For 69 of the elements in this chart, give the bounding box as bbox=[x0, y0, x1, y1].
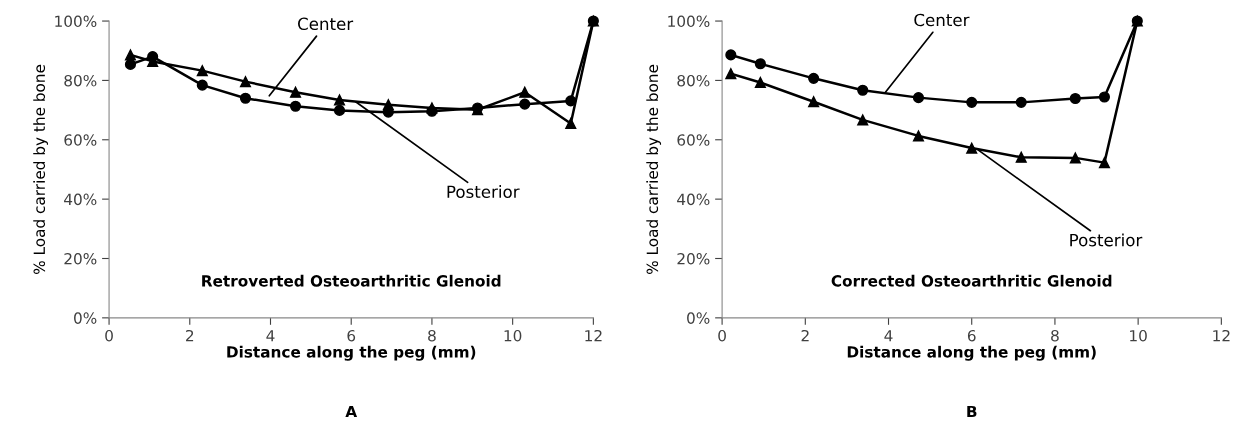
y-tick-label: 80% bbox=[64, 74, 97, 87]
x-tick-label: 8 bbox=[428, 329, 436, 342]
text: B bbox=[967, 405, 977, 418]
x-axis-title: Distance along the peg (mm) bbox=[227, 345, 476, 361]
point bbox=[519, 98, 531, 110]
point bbox=[725, 68, 737, 80]
annotation: Posterior bbox=[447, 185, 520, 199]
point bbox=[912, 130, 925, 142]
x-tick-label: 0 bbox=[105, 329, 113, 342]
x-tick-label: 6 bbox=[347, 329, 356, 342]
x-tick-label: 12 bbox=[1213, 329, 1230, 342]
x-tick-label: 2 bbox=[186, 329, 194, 342]
point bbox=[519, 86, 531, 98]
annotation: Posterior bbox=[1070, 233, 1143, 247]
point bbox=[808, 96, 820, 108]
x-axis-title: Distance along the peg (mm) bbox=[847, 345, 1096, 361]
y-tick-label: 20% bbox=[677, 252, 710, 265]
y-tick-label: 100% bbox=[668, 15, 710, 28]
x-tick-label: 2 bbox=[801, 329, 809, 342]
y-tick-label: 40% bbox=[677, 193, 710, 206]
point bbox=[1069, 152, 1081, 164]
point bbox=[382, 99, 394, 111]
point bbox=[1015, 96, 1027, 108]
y-tick-label: 80% bbox=[677, 74, 710, 87]
y-tick-label: 40% bbox=[64, 193, 97, 206]
point bbox=[333, 94, 346, 106]
point bbox=[1098, 91, 1110, 103]
point bbox=[196, 65, 208, 77]
point bbox=[1069, 92, 1081, 105]
point bbox=[1098, 157, 1110, 169]
annotation: Center bbox=[914, 13, 970, 27]
point bbox=[725, 49, 737, 61]
point bbox=[239, 76, 252, 88]
point bbox=[239, 92, 252, 104]
y-tick-label: 20% bbox=[64, 252, 97, 265]
point bbox=[808, 72, 820, 84]
x-tick-label: 10 bbox=[1130, 329, 1147, 342]
x-tick-label: 12 bbox=[585, 329, 602, 342]
point bbox=[289, 86, 302, 98]
x-tick-label: 6 bbox=[967, 329, 976, 342]
x-tick-label: 0 bbox=[718, 329, 726, 342]
point bbox=[124, 49, 137, 61]
point bbox=[754, 58, 766, 70]
y-tick-label: 100% bbox=[55, 15, 97, 28]
y-tick-label: 0% bbox=[687, 312, 710, 324]
text: Retroverted Osteoarthritic Glenoid bbox=[202, 274, 501, 287]
y-tick-label: 0% bbox=[74, 312, 97, 324]
y-tick-label: 60% bbox=[677, 134, 710, 146]
point bbox=[857, 84, 869, 96]
point bbox=[289, 100, 302, 112]
point bbox=[1015, 151, 1027, 163]
annotation: Center bbox=[298, 17, 354, 31]
text: Corrected Osteoarthritic Glenoid bbox=[831, 274, 1112, 287]
point bbox=[333, 104, 346, 116]
x-tick-label: 10 bbox=[504, 329, 522, 342]
x-tick-label: 8 bbox=[1051, 329, 1059, 342]
x-tick-label: 4 bbox=[266, 330, 275, 342]
point bbox=[966, 96, 978, 108]
y-tick-label: 60% bbox=[64, 134, 97, 146]
y-axis-title: % Load carried by the bone bbox=[646, 64, 662, 275]
point bbox=[196, 79, 208, 91]
y-axis-title: % Load carried by the bone bbox=[33, 64, 49, 275]
point bbox=[754, 76, 766, 89]
text: A bbox=[345, 405, 358, 418]
x-tick-label: 4 bbox=[884, 330, 893, 342]
point bbox=[857, 114, 869, 126]
point bbox=[966, 142, 978, 154]
point bbox=[565, 117, 577, 130]
point bbox=[912, 92, 925, 104]
